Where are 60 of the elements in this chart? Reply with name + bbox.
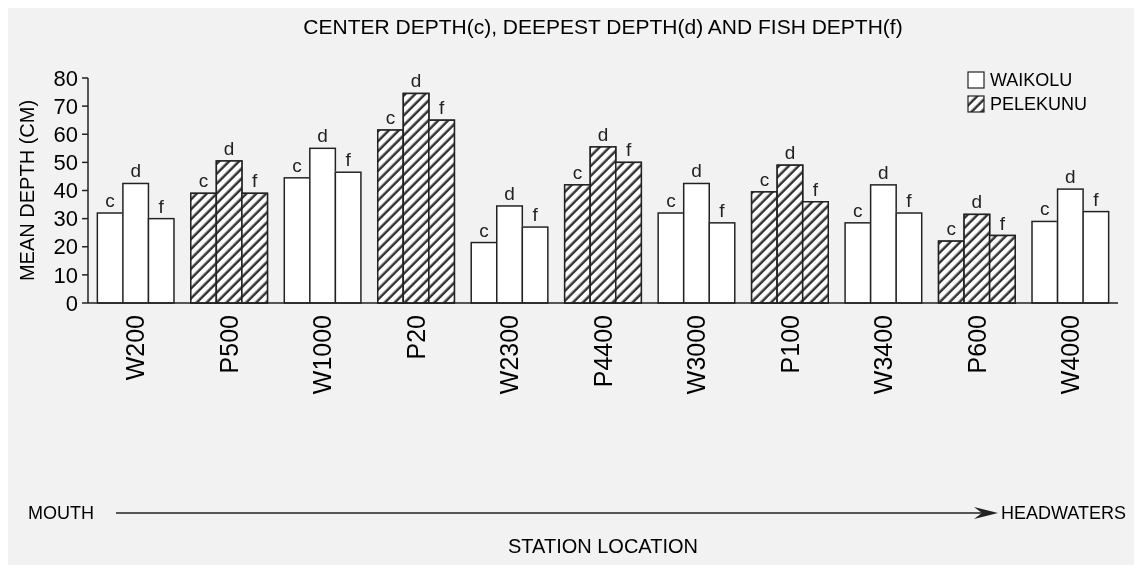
data-label: f: [812, 178, 819, 200]
data-label: d: [1065, 166, 1076, 188]
data-label: d: [410, 70, 422, 92]
data-label: c: [292, 154, 302, 176]
data-label: f: [999, 212, 1006, 234]
data-label: c: [105, 190, 115, 211]
data-label: f: [438, 97, 445, 119]
x-tick-label: W3400: [869, 315, 898, 395]
text: STATION LOCATION: [507, 535, 699, 557]
data-label: f: [906, 190, 913, 211]
x-tick-label: P600: [962, 315, 991, 374]
data-label: d: [130, 160, 141, 182]
y-tick-label: 50: [53, 150, 78, 176]
data-label: d: [317, 125, 328, 147]
y-tick-label: 60: [53, 121, 78, 147]
y-tick-label: 0: [65, 290, 78, 316]
data-label: c: [198, 170, 209, 192]
x-tick-label: W1000: [308, 315, 337, 395]
text: HEADWATERS: [1000, 503, 1126, 524]
x-tick-label: W4000: [1056, 315, 1085, 395]
chart-title: CENTER DEPTH(c), DEEPEST DEPTH(d) AND FISH DEPTH(f): [303, 15, 903, 38]
x-tick-label: P4400: [588, 315, 617, 388]
data-label: f: [625, 139, 632, 161]
data-label: c: [946, 218, 957, 240]
y-tick-label: 20: [53, 234, 78, 260]
data-label: f: [158, 195, 165, 217]
data-label: d: [784, 142, 796, 164]
data-label: d: [504, 182, 515, 204]
y-tick-label: 10: [53, 262, 78, 288]
x-tick-label: W2300: [495, 315, 524, 395]
data-label: c: [759, 168, 770, 190]
data-label: f: [252, 170, 259, 192]
data-label: c: [385, 107, 396, 129]
legend-label: PELEKUNU: [990, 94, 1088, 115]
x-tick-label: P20: [401, 315, 430, 360]
data-label: c: [1040, 198, 1050, 220]
data-label: d: [223, 137, 235, 159]
data-label: f: [345, 149, 352, 171]
y-tick-label: 30: [53, 206, 78, 232]
data-label: c: [572, 161, 583, 183]
data-label: f: [719, 199, 726, 221]
data-label: d: [597, 123, 609, 145]
legend-label: WAIKOLU: [990, 70, 1073, 91]
data-label: d: [691, 160, 702, 182]
data-label: d: [971, 191, 983, 213]
data-label: d: [878, 161, 889, 183]
y-tick-label: 70: [53, 93, 78, 119]
x-tick-label: W3000: [682, 315, 711, 395]
data-label: c: [666, 190, 676, 211]
data-label: c: [479, 219, 489, 241]
y-tick-label: 40: [53, 178, 78, 204]
y-tick-label: 80: [53, 65, 78, 91]
data-label: c: [853, 199, 863, 221]
x-tick-label: P500: [214, 315, 243, 374]
text: MOUTH: [28, 503, 94, 524]
data-label: f: [532, 204, 539, 226]
data-label: f: [1093, 188, 1100, 210]
x-tick-label: W200: [121, 315, 150, 381]
x-tick-label: P100: [775, 315, 804, 374]
y-axis-title: MEAN DEPTH (CM): [16, 99, 38, 282]
